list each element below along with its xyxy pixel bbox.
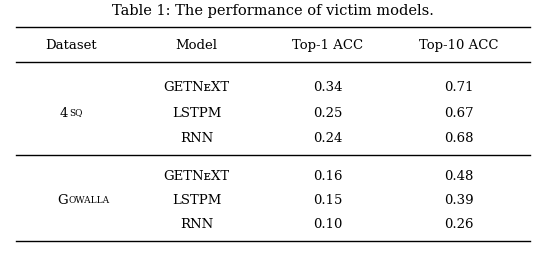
Text: 0.34: 0.34 [313, 81, 342, 94]
Text: 0.10: 0.10 [313, 218, 342, 231]
Text: 0.15: 0.15 [313, 194, 342, 207]
Text: 0.68: 0.68 [444, 132, 473, 145]
Text: Table 1: The performance of victim models.: Table 1: The performance of victim model… [112, 4, 434, 19]
Text: 0.24: 0.24 [313, 132, 342, 145]
Text: Dataset: Dataset [45, 39, 97, 52]
Text: G: G [58, 194, 68, 207]
Text: 4: 4 [60, 106, 68, 120]
Text: Model: Model [176, 39, 217, 52]
Text: GETNᴇXT: GETNᴇXT [163, 170, 230, 183]
Text: LSTPM: LSTPM [172, 106, 221, 120]
Text: GETNᴇXT: GETNᴇXT [163, 81, 230, 94]
Text: 0.16: 0.16 [313, 170, 342, 183]
Text: OWALLA: OWALLA [69, 196, 110, 205]
Text: 0.67: 0.67 [444, 106, 473, 120]
Text: 0.26: 0.26 [444, 218, 473, 231]
Text: 0.71: 0.71 [444, 81, 473, 94]
Text: 0.39: 0.39 [444, 194, 473, 207]
Text: RNN: RNN [180, 132, 213, 145]
Text: RNN: RNN [180, 218, 213, 231]
Text: 0.48: 0.48 [444, 170, 473, 183]
Text: LSTPM: LSTPM [172, 194, 221, 207]
Text: Top-10 ACC: Top-10 ACC [419, 39, 498, 52]
Text: 0.25: 0.25 [313, 106, 342, 120]
Text: Top-1 ACC: Top-1 ACC [292, 39, 363, 52]
Text: SQ: SQ [69, 108, 82, 118]
